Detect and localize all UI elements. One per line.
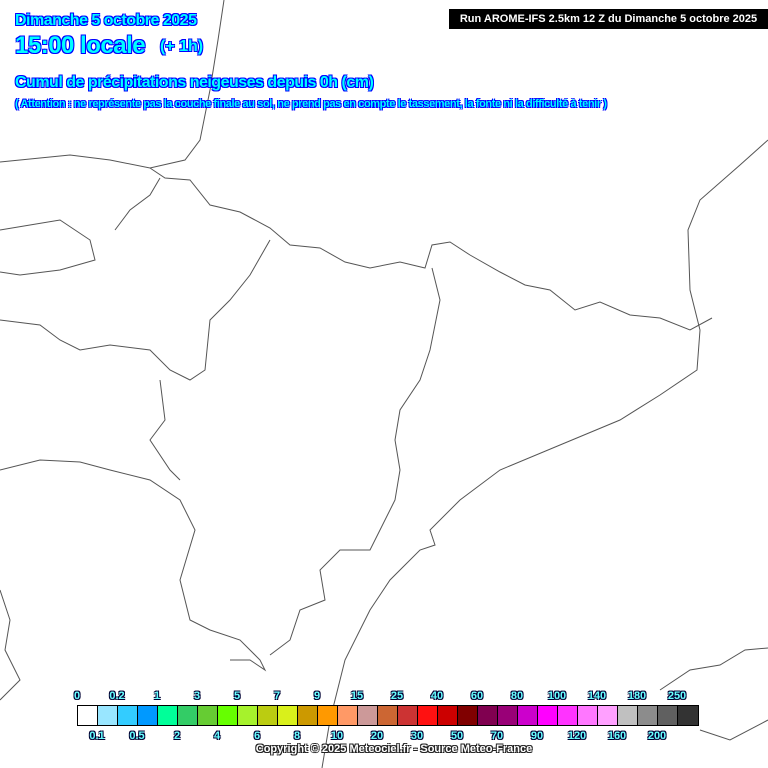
legend-swatch (278, 706, 298, 725)
forecast-offset: (+ 1h) (160, 38, 204, 55)
legend-swatch (198, 706, 218, 725)
legend-swatch (118, 706, 138, 725)
region-border-2 (114, 177, 161, 231)
legend-label: 80 (510, 690, 524, 702)
coastline-med (321, 139, 768, 768)
legend-swatch (378, 706, 398, 725)
region-border-7 (0, 589, 21, 701)
legend-label: 20 (370, 730, 384, 742)
legend-swatch (218, 706, 238, 725)
legend-swatch (78, 706, 98, 725)
legend-label: 7 (273, 690, 281, 702)
legend-swatch (578, 706, 598, 725)
legend-swatch (638, 706, 658, 725)
legend-label: 160 (607, 730, 627, 742)
region-border-5 (149, 379, 181, 481)
legend-label: 90 (530, 730, 544, 742)
legend-swatch (138, 706, 158, 725)
legend-label: 0.2 (109, 690, 125, 702)
legend-swatch (478, 706, 498, 725)
legend-label: 8 (293, 730, 301, 742)
legend-label: 60 (470, 690, 484, 702)
legend-swatch (458, 706, 478, 725)
legend-swatch (258, 706, 278, 725)
legend-swatch (538, 706, 558, 725)
region-border-4 (0, 459, 267, 672)
legend-swatch (318, 706, 338, 725)
legend-label: 200 (647, 730, 667, 742)
legend-label: 250 (667, 690, 687, 702)
run-info: Run AROME-IFS 2.5km 12 Z du Dimanche 5 o… (449, 9, 768, 29)
map-note: ( Attention : ne représente pas la couch… (15, 98, 607, 110)
legend-label: 1 (153, 690, 161, 702)
legend-label: 180 (627, 690, 647, 702)
legend-label: 6 (253, 730, 261, 742)
legend-swatch (658, 706, 678, 725)
legend-label: 0.1 (89, 730, 105, 742)
legend-swatch (98, 706, 118, 725)
legend-label: 15 (350, 690, 364, 702)
legend-label: 120 (567, 730, 587, 742)
legend-swatch (398, 706, 418, 725)
legend-swatch (438, 706, 458, 725)
legend-swatch (498, 706, 518, 725)
map-title: Cumul de précipitations neigeuses depuis… (15, 74, 374, 91)
legend-swatch (598, 706, 618, 725)
legend-label: 9 (313, 690, 321, 702)
region-border-1 (0, 219, 96, 276)
legend-label: 0.5 (129, 730, 145, 742)
forecast-time: 15:00 locale (15, 32, 146, 59)
legend-label: 0 (73, 690, 81, 702)
legend-label: 50 (450, 730, 464, 742)
legend-label: 70 (490, 730, 504, 742)
legend-swatch (678, 706, 698, 725)
legend-label: 30 (410, 730, 424, 742)
region-border-3 (0, 239, 271, 381)
legend-swatch (338, 706, 358, 725)
border-pyrenees (149, 167, 713, 331)
legend-swatch (158, 706, 178, 725)
legend-swatch (618, 706, 638, 725)
coastline-atlantic (0, 0, 225, 169)
region-border-6 (269, 267, 441, 656)
legend-label: 4 (213, 730, 221, 742)
legend-swatch (298, 706, 318, 725)
legend-label: 2 (173, 730, 181, 742)
legend-swatch (418, 706, 438, 725)
legend-swatch (518, 706, 538, 725)
copyright: Copyright © 2025 Meteociel.fr - Source M… (255, 743, 533, 755)
legend-label: 25 (390, 690, 404, 702)
legend-swatch (558, 706, 578, 725)
legend-swatch (238, 706, 258, 725)
legend-label: 3 (193, 690, 201, 702)
legend-label: 40 (430, 690, 444, 702)
legend-swatch (358, 706, 378, 725)
legend-swatch (178, 706, 198, 725)
legend-label: 100 (547, 690, 567, 702)
color-legend (77, 705, 699, 726)
island-balearic (659, 647, 768, 741)
legend-label: 140 (587, 690, 607, 702)
legend-label: 5 (233, 690, 241, 702)
legend-label: 10 (330, 730, 344, 742)
forecast-date: Dimanche 5 octobre 2025 (15, 12, 197, 29)
